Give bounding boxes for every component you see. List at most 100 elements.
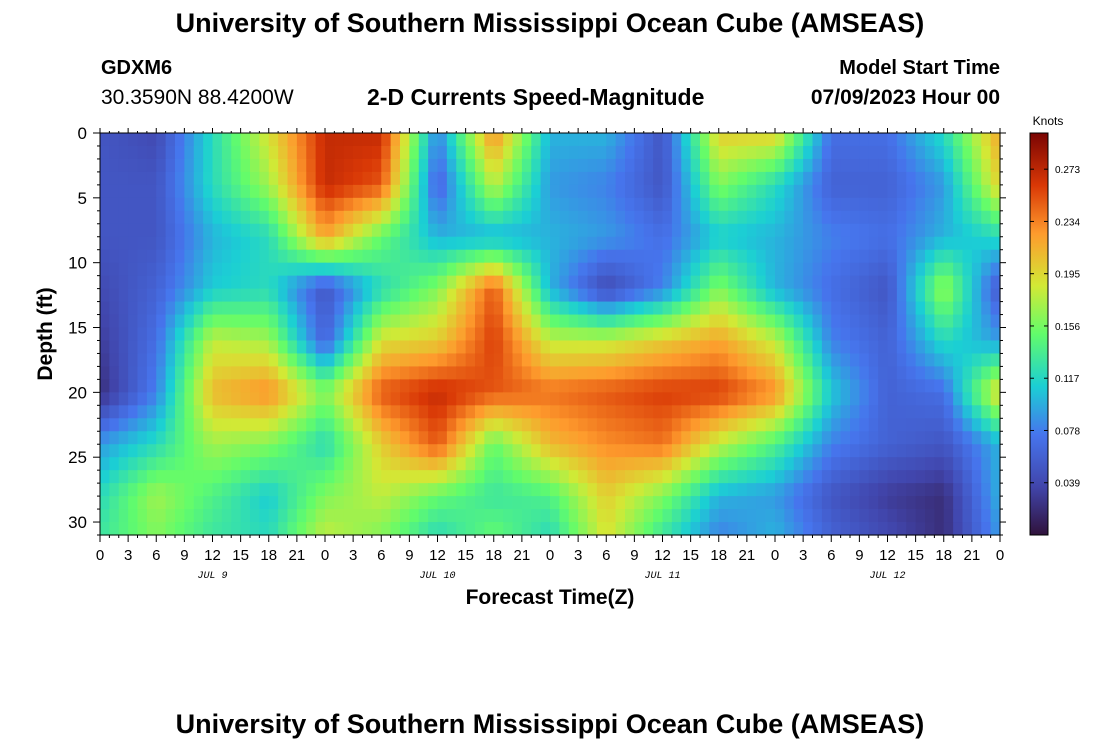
- heatmap-cell: [568, 522, 579, 536]
- heatmap-cell: [812, 366, 823, 380]
- heatmap-cell: [175, 353, 185, 368]
- heatmap-cell: [465, 392, 476, 406]
- heatmap-cell: [625, 275, 635, 290]
- heatmap-cell: [381, 171, 392, 186]
- heatmap-cell: [465, 145, 476, 160]
- heatmap-cell: [737, 392, 748, 406]
- heatmap-cell: [962, 340, 973, 355]
- heatmap-cell: [137, 145, 148, 160]
- heatmap-cell: [287, 249, 298, 264]
- day-label: JUL 9: [197, 571, 227, 582]
- heatmap-cell: [981, 431, 992, 445]
- heatmap-cell: [184, 522, 195, 536]
- heatmap-cell: [315, 483, 326, 497]
- heatmap-cell: [175, 327, 185, 342]
- heatmap-cell: [653, 249, 664, 264]
- heatmap-cell: [578, 457, 589, 471]
- heatmap-cell: [700, 392, 710, 406]
- heatmap-cell: [362, 470, 373, 484]
- heatmap-cell: [625, 483, 635, 497]
- heatmap-cell: [775, 171, 785, 186]
- heatmap-cell: [756, 392, 767, 406]
- heatmap-cell: [165, 210, 176, 225]
- heatmap-cell: [521, 275, 532, 290]
- heatmap-cell: [400, 392, 410, 406]
- heatmap-cell: [681, 158, 692, 173]
- heatmap-cell: [128, 444, 139, 458]
- x-tick-label: 9: [855, 547, 863, 564]
- heatmap-cell: [221, 223, 232, 238]
- heatmap-cell: [925, 197, 935, 212]
- heatmap-cell: [831, 184, 842, 199]
- heatmap-cell: [746, 431, 757, 445]
- heatmap-cell: [746, 392, 757, 406]
- heatmap-cell: [343, 288, 354, 303]
- heatmap-cell: [521, 405, 532, 419]
- heatmap-cell: [400, 470, 410, 484]
- heatmap-cell: [353, 288, 364, 303]
- heatmap-cell: [400, 431, 410, 445]
- heatmap-cell: [540, 483, 551, 497]
- heatmap-cell: [700, 133, 710, 147]
- heatmap-cell: [868, 522, 879, 536]
- heatmap-cell: [850, 327, 860, 342]
- heatmap-cell: [981, 418, 992, 432]
- heatmap-cell: [296, 197, 307, 212]
- heatmap-cell: [634, 210, 645, 225]
- heatmap-cell: [156, 262, 167, 277]
- heatmap-cell: [831, 158, 842, 173]
- heatmap-cell: [315, 262, 326, 277]
- heatmap-cell: [137, 288, 148, 303]
- heatmap-cell: [437, 340, 448, 355]
- heatmap-cell: [971, 327, 982, 342]
- heatmap-cell: [250, 223, 260, 238]
- heatmap-cell: [962, 158, 973, 173]
- heatmap-cell: [165, 262, 176, 277]
- heatmap-cell: [540, 457, 551, 471]
- heatmap-cell: [118, 236, 129, 251]
- heatmap-cell: [840, 133, 851, 147]
- heatmap-cell: [943, 392, 954, 406]
- heatmap-cell: [606, 197, 617, 212]
- heatmap-cell: [896, 522, 907, 536]
- heatmap-cell: [634, 431, 645, 445]
- heatmap-cell: [728, 223, 739, 238]
- heatmap-cell: [887, 327, 898, 342]
- heatmap-cell: [128, 262, 139, 277]
- heatmap-cell: [137, 249, 148, 264]
- heatmap-cell: [287, 275, 298, 290]
- heatmap-cell: [118, 470, 129, 484]
- heatmap-cell: [540, 288, 551, 303]
- heatmap-cell: [334, 288, 345, 303]
- heatmap-cell: [737, 249, 748, 264]
- heatmap-cell: [925, 288, 935, 303]
- heatmap-cell: [512, 392, 523, 406]
- heatmap-cell: [793, 353, 804, 368]
- heatmap-cell: [409, 301, 420, 316]
- heatmap-cell: [146, 418, 157, 432]
- heatmap-cell: [268, 483, 279, 497]
- heatmap-cell: [268, 158, 279, 173]
- heatmap-cell: [465, 366, 476, 380]
- heatmap-cell: [118, 275, 129, 290]
- heatmap-cell: [371, 288, 382, 303]
- heatmap-cell: [550, 483, 560, 497]
- heatmap-cell: [765, 483, 776, 497]
- heatmap-cell: [137, 314, 148, 329]
- heatmap-cell: [803, 496, 814, 510]
- heatmap-cell: [878, 262, 889, 277]
- heatmap-cell: [625, 496, 635, 510]
- heatmap-cell: [709, 379, 720, 393]
- heatmap-cell: [934, 340, 945, 355]
- heatmap-cell: [784, 275, 795, 290]
- heatmap-cell: [850, 366, 860, 380]
- heatmap-cell: [315, 327, 326, 342]
- heatmap-cell: [296, 314, 307, 329]
- heatmap-cell: [371, 379, 382, 393]
- heatmap-cell: [568, 457, 579, 471]
- heatmap-cell: [831, 470, 842, 484]
- heatmap-cell: [568, 314, 579, 329]
- heatmap-cell: [803, 314, 814, 329]
- heatmap-cell: [887, 366, 898, 380]
- heatmap-cell: [662, 184, 673, 199]
